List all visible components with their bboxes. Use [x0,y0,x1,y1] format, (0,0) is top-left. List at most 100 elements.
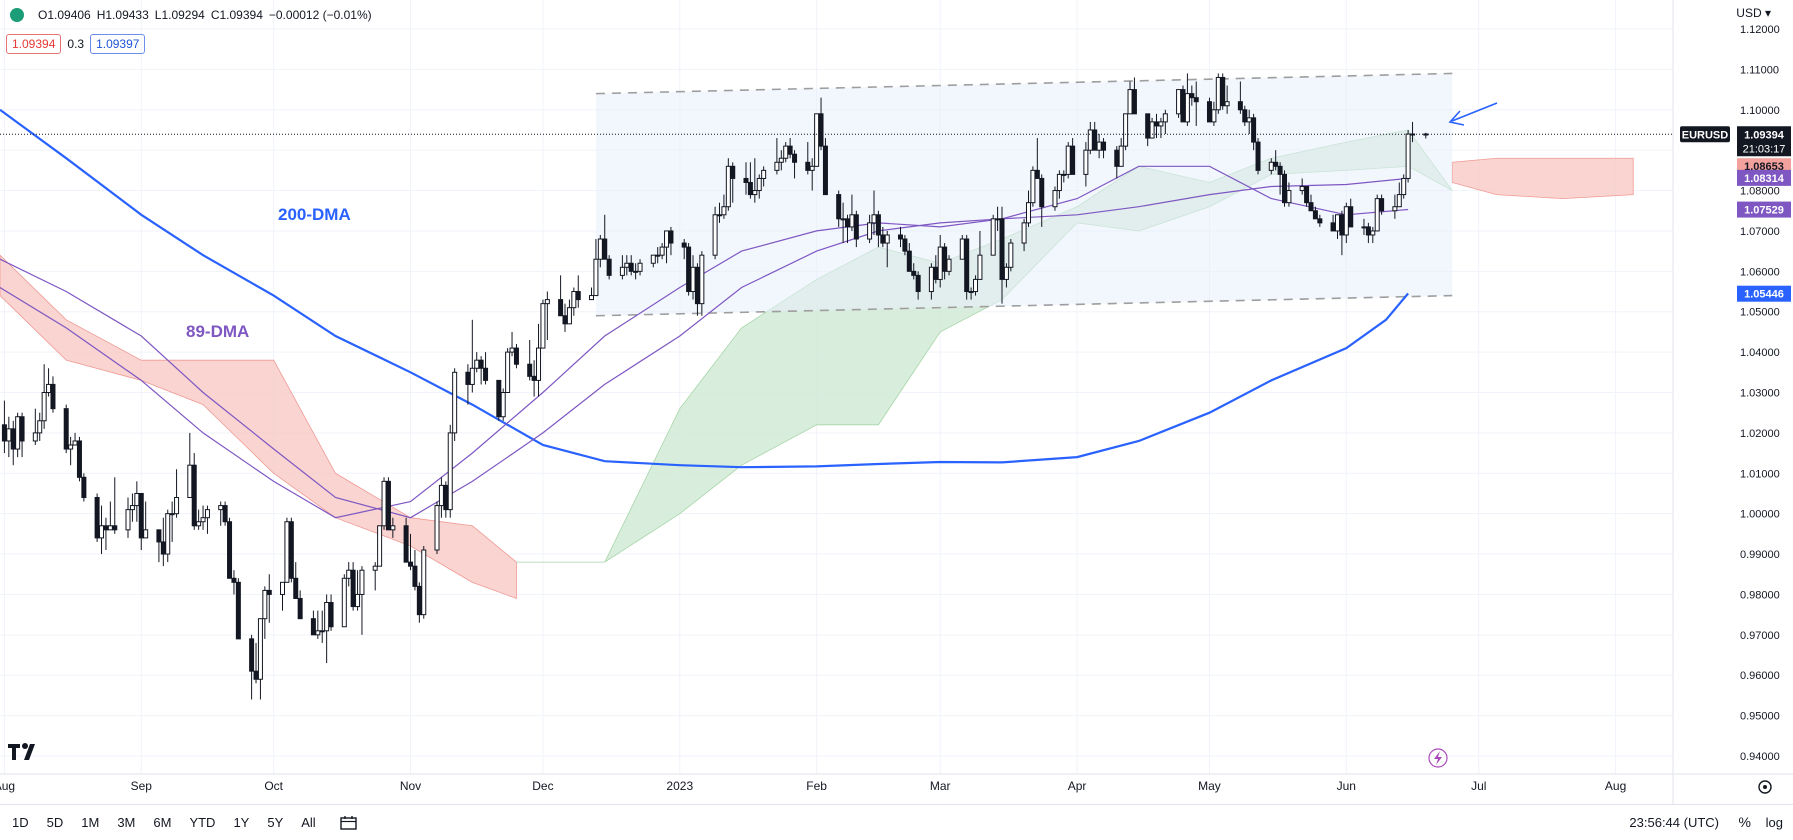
candle [169,501,175,542]
goto-date-icon[interactable] [338,814,360,832]
candle-body-down [408,561,414,567]
quote-row: 1.09394 0.3 1.09397 [6,34,146,54]
candle-body-up [262,589,268,620]
candle [15,412,21,458]
candle [1025,190,1031,227]
bar-countdown: 21:03:17 [1743,143,1786,155]
candle [1123,113,1129,151]
candle-body-up [571,291,577,309]
bid-button[interactable]: 1.09394 [6,34,62,54]
candle [712,206,718,260]
y-tick-label: 1.01000 [1740,468,1780,480]
candle-body-down [1348,206,1354,228]
events-lightning-icon[interactable] [1428,748,1448,768]
currency-selector[interactable]: USD ▾ [1736,6,1771,20]
candle [483,352,489,385]
candle [1370,226,1376,244]
candle [1255,138,1261,175]
candle [390,517,396,538]
timeframe-button[interactable]: All [301,815,316,830]
candle-body-up [447,432,453,511]
high-value: H1.09433 [96,8,149,22]
y-tick-label: 1.02000 [1740,428,1780,440]
y-tick-label: 1.08000 [1740,186,1780,198]
price-chart[interactable]: 0.94000 0.95000 0.96000 0.97000 0.98000 0.990… [0,0,1793,804]
candle-body-up [372,565,378,571]
candle [10,420,16,466]
tradingview-logo[interactable] [8,742,42,765]
candle [756,174,762,199]
timeframe-button[interactable]: 3M [117,815,136,830]
candle [990,214,996,256]
candle-body-down [1131,89,1137,115]
candle [500,388,506,421]
candle-body-down [81,476,87,499]
candle-body-up [1003,266,1009,280]
candle [355,570,361,611]
candle [725,158,731,211]
lightning-ring [1428,748,1448,768]
candle [1277,162,1283,195]
candle-body-up [1052,190,1058,208]
candle-body-up [1405,133,1411,179]
candle [310,610,316,636]
candle [619,255,625,280]
timeframe-button[interactable]: 1D [12,815,29,830]
utc-clock[interactable]: 23:56:44 (UTC) [1629,815,1719,830]
timeframe-button[interactable]: 5D [46,815,64,830]
candle [372,562,378,591]
candle [814,113,820,167]
log-toggle[interactable]: log [1765,815,1783,830]
candle [434,501,440,555]
candle-body-up [469,367,475,385]
candle [107,501,113,531]
settings-gear-icon[interactable] [1758,780,1772,794]
timeframe-button[interactable]: 1M [81,815,100,830]
candle-body-up [725,165,731,208]
candle-body-down [103,525,109,531]
candle-body-up [1021,222,1027,244]
candle [478,356,484,385]
candle [125,497,131,538]
timeframe-button[interactable]: 6M [153,815,172,830]
candle [973,275,979,296]
candle-body-up [1286,190,1292,204]
percent-toggle[interactable]: % [1738,814,1751,830]
x-tick-label: Jun [1337,779,1356,793]
candle-body-down [1034,169,1040,179]
candle-body-up [341,577,347,628]
ask-button[interactable]: 1.09397 [90,34,146,54]
timeframe-button[interactable]: YTD [189,815,216,830]
candle [721,194,727,219]
candle-body-down [1255,141,1261,171]
candle [257,618,263,700]
candle-body-down [483,367,489,381]
candle-body-up [1401,177,1407,196]
candle [99,505,105,555]
candle-body-up [624,262,630,268]
candle [385,477,391,531]
candle-body-up [1299,186,1305,192]
candle-body-down [681,242,687,248]
candle-body-down [1070,145,1076,175]
y-tick-label: 0.99000 [1740,549,1780,561]
candle-body-down [160,541,166,555]
timeframe-button[interactable]: 1Y [233,815,250,830]
candle-body-up [1149,121,1155,139]
candle [906,243,912,272]
candle [659,243,665,260]
candle [1206,97,1212,123]
candle [381,477,387,530]
candle-body-down [412,565,418,587]
candle-body-up [637,262,643,272]
candle [1021,218,1027,252]
candle-body-down [1114,149,1120,167]
candle-body-up [1162,113,1168,123]
candle-body-down [1039,177,1045,208]
candle [496,379,502,421]
timeframe-button[interactable]: 5Y [267,815,284,830]
candle [527,339,533,381]
candle-body-down [156,529,162,543]
candle [191,453,197,530]
candle [227,517,233,579]
